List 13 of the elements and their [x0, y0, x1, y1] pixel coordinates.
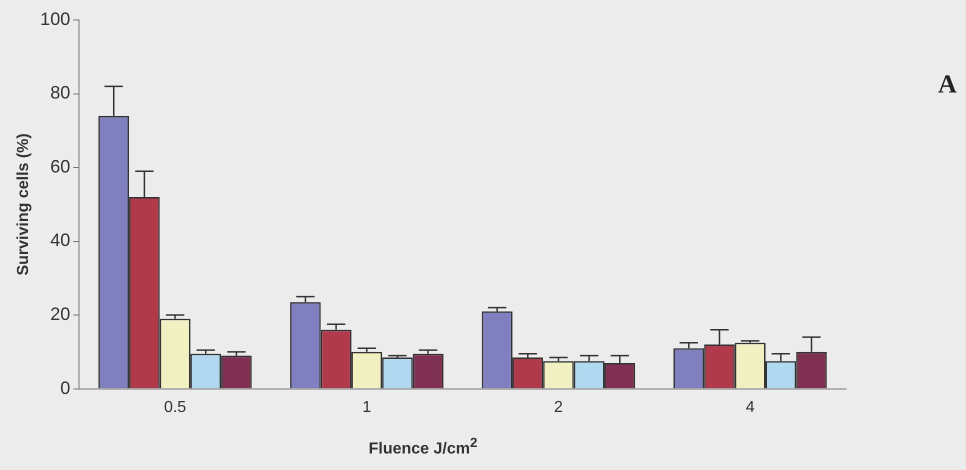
y-tick-label: 100	[40, 8, 70, 29]
x-tick-label: 0.5	[164, 398, 186, 416]
y-axis-title: Surviving cells (%)	[15, 133, 32, 276]
x-tick-label: 4	[746, 398, 755, 416]
y-tick-label: 80	[50, 82, 70, 103]
y-tick-label: 0	[60, 378, 70, 398]
y-tick-label: 60	[50, 156, 70, 176]
y-tick-label: 20	[50, 304, 70, 324]
x-tick-label: 2	[554, 398, 564, 416]
y-tick-label: 40	[50, 230, 70, 250]
x-tick-label: 1	[362, 398, 372, 416]
x-axis-title: Fluence J/cm$^{2}$	[368, 435, 478, 458]
text: A	[938, 70, 957, 99]
